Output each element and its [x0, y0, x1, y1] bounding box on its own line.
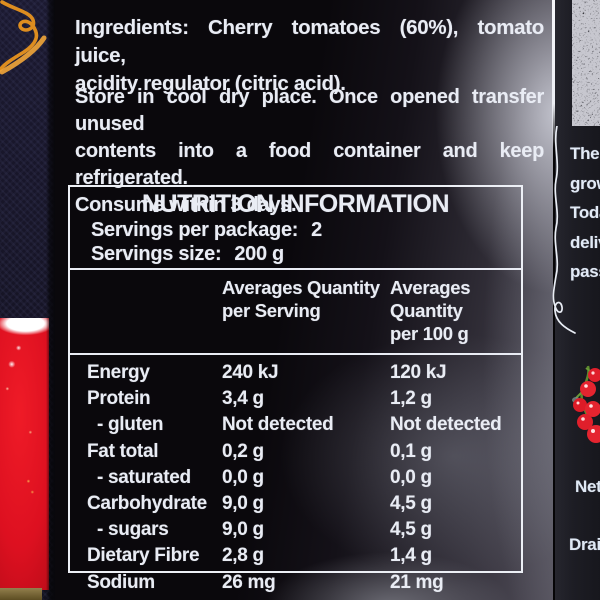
nutrition-rows: Energy 240 kJ 120 kJ Protein 3,4 g 1,2 g - g…	[70, 357, 521, 596]
story-line: passio	[570, 262, 600, 281]
drained-weight-text: Drain	[569, 535, 600, 554]
serving-size-row: Servings size: 200 g	[70, 242, 521, 266]
storage-line2: contents into a food container and keep …	[75, 140, 544, 189]
ingredients-lead: Ingredients:	[75, 16, 189, 39]
nutrient-column-spacer	[87, 276, 222, 345]
tomato-photo	[0, 318, 49, 590]
servings-per-package-label: Servings per package:	[91, 219, 299, 241]
table-row: Dietary Fibre 2,8 g 1,4 g	[87, 545, 432, 567]
table-column-headers: Averages Quantity per Serving Averages Q…	[70, 272, 521, 351]
servings-per-package-value: 2	[311, 219, 322, 241]
story-line: Today	[570, 203, 600, 222]
per-100g-column-header: Averages Quantity per 100 g	[390, 277, 471, 344]
serving-size-label: Servings size:	[91, 243, 222, 265]
table-row: - saturated 0,0 g 0,0 g	[97, 466, 432, 488]
table-row: Sodium 26 mg 21 mg	[87, 571, 444, 593]
storage-line1: Store in cool dry place. Once opened tra…	[75, 86, 544, 135]
speckle-texture	[572, 0, 600, 126]
ingredients-text: Ingredients: Cherry tomatoes (60%), toma…	[75, 14, 544, 98]
cherry-tomato-cluster-icon	[572, 365, 600, 443]
nutrition-table-title: NUTRITION INFORMATION	[141, 190, 450, 218]
storage-instructions-text: Store in cool dry place. Once opened tra…	[75, 84, 544, 219]
label-front-panel: Ingredients: Cherry tomatoes (60%), toma…	[55, 0, 553, 600]
table-row: Fat total 0,2 g 0,1 g	[87, 440, 432, 462]
serving-size-value: 200 g	[234, 243, 284, 265]
ingredients-line1: Ingredients: Cherry tomatoes (60%), toma…	[75, 16, 544, 67]
label-left-edge	[0, 0, 55, 600]
label-fold-shadow	[46, 0, 55, 600]
table-row: Carbohydrate 9,0 g 4,5 g	[87, 493, 432, 515]
story-line: delive	[570, 232, 600, 252]
table-divider	[70, 353, 521, 355]
nutrition-information-table: NUTRITION INFORMATION Servings per packa…	[68, 185, 523, 593]
orange-flourish-icon	[0, 0, 47, 75]
net-weight-text: Net	[575, 477, 600, 496]
label-bottom-trim	[0, 588, 42, 600]
brand-story-text: The C grow Today delive passio	[570, 139, 600, 287]
table-row: - gluten Not detected Not detected	[97, 414, 502, 436]
story-line: The C	[570, 144, 600, 163]
jar-edge-highlight	[552, 0, 555, 148]
table-divider	[70, 268, 521, 270]
table-row: Energy 240 kJ 120 kJ	[87, 362, 447, 383]
story-line: grow	[570, 173, 600, 193]
table-row: Protein 3,4 g 1,2 g	[87, 388, 432, 410]
decorative-wavy-border	[552, 126, 576, 334]
ingredients-line2: acidity regulator (citric acid).	[75, 72, 346, 95]
servings-per-package-row: Servings per package: 2	[70, 218, 521, 242]
table-row: - sugars 9,0 g 4,5 g	[97, 519, 432, 541]
per-serving-column-header: Averages Quantity per Serving	[222, 277, 380, 321]
storage-line3: Consume within 3 days.	[75, 194, 297, 216]
